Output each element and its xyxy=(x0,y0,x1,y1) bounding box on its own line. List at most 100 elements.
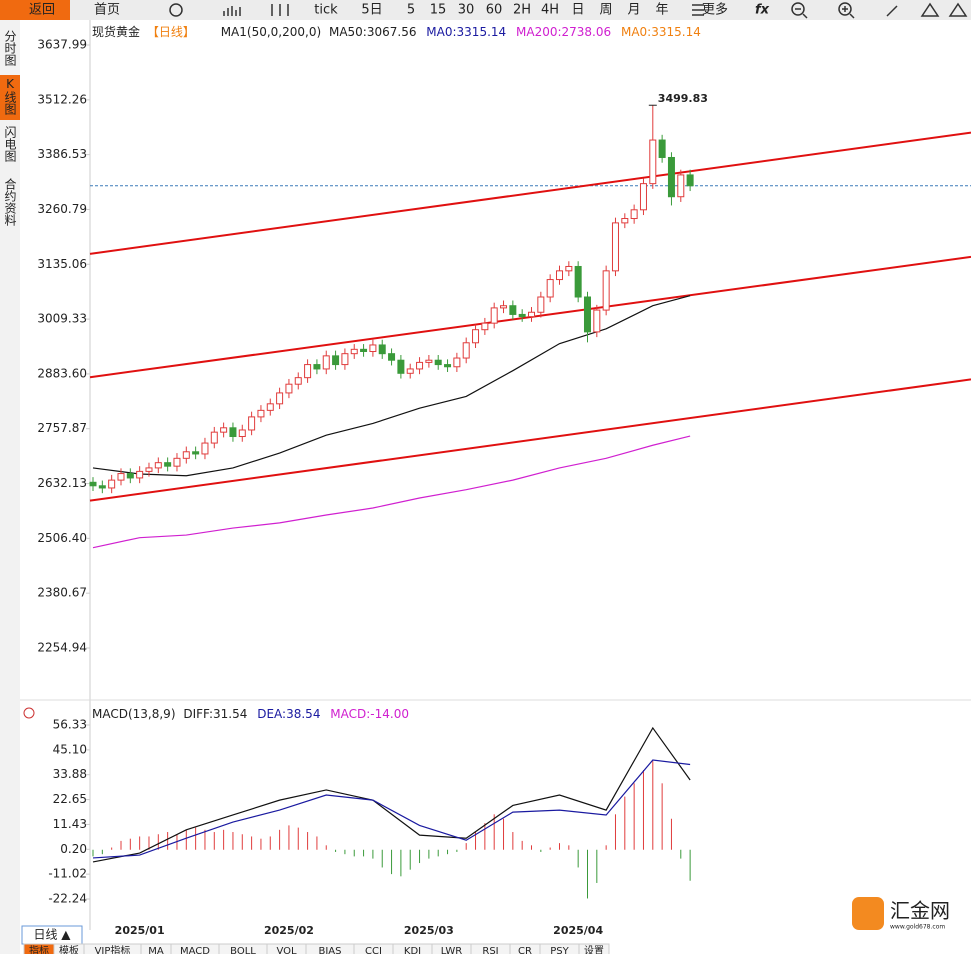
toolbar-item[interactable]: 5日 xyxy=(361,3,382,18)
logo-url: www.gold678.com xyxy=(890,924,945,931)
x-label: 2025/03 xyxy=(404,924,454,937)
candle-body xyxy=(425,359,433,363)
logo-name: 汇金网 xyxy=(890,899,950,923)
diff: DIFF:31.54 xyxy=(183,707,247,721)
tab[interactable] xyxy=(578,943,610,954)
toolbar-item[interactable]: tick xyxy=(314,3,338,18)
toolbar-item[interactable]: 周 xyxy=(599,3,612,18)
tab-label[interactable]: RSI xyxy=(482,946,498,954)
menu-icon[interactable] xyxy=(692,4,704,16)
toolbar-item[interactable]: 4H xyxy=(541,3,559,18)
tab-label[interactable]: MA xyxy=(148,946,164,954)
sidebar-tab[interactable]: K线图 xyxy=(3,77,17,115)
x-label: 2025/01 xyxy=(115,924,165,937)
tab-label[interactable]: KDJ xyxy=(404,946,421,954)
candle-body xyxy=(154,462,162,469)
tab-label[interactable]: 设置 xyxy=(584,945,604,954)
candle-body xyxy=(229,427,237,438)
tab-label[interactable]: CR xyxy=(518,946,532,954)
ma200: MA200:2738.06 xyxy=(516,25,611,39)
period: 【日线】 xyxy=(147,25,195,39)
candle-body xyxy=(490,307,498,324)
toolbar-item[interactable]: 30 xyxy=(458,3,475,18)
y-tick-label: 2632.13 xyxy=(37,476,87,490)
candle-body xyxy=(518,313,526,318)
candle-body xyxy=(397,359,405,374)
macd-legend: MACD(13,8,9) DIFF:31.54 DEA:38.54 MACD:-… xyxy=(92,707,409,721)
y-tick-label: 2380.67 xyxy=(37,586,87,600)
tab-label[interactable]: 模板 xyxy=(59,944,79,954)
toolbar-item[interactable]: 年 xyxy=(655,3,668,18)
candle-body xyxy=(192,451,200,455)
back-button[interactable] xyxy=(0,0,70,20)
toolbar-item[interactable]: 15 xyxy=(430,3,447,18)
macd-tick-label: 33.88 xyxy=(53,767,87,781)
sidebar-tab[interactable]: 合约资料 xyxy=(3,177,17,226)
candle-body xyxy=(481,322,489,331)
toolbar-item[interactable]: 5 xyxy=(407,3,415,18)
candle-body xyxy=(583,296,591,333)
triangle-icon[interactable] xyxy=(920,2,940,17)
tab-label[interactable]: VOL xyxy=(276,946,297,954)
macd-tick-label: 11.43 xyxy=(53,817,87,831)
toolbar-item[interactable]: fx xyxy=(755,3,770,18)
tab-label[interactable]: BIAS xyxy=(319,946,342,954)
ma50-line xyxy=(92,295,691,477)
toolbar-item[interactable]: 日 xyxy=(571,3,584,18)
peak-label: 3499.83 xyxy=(658,92,708,105)
ma0: MA0:3315.14 xyxy=(621,25,701,39)
sidebar-tab[interactable]: 闪电图 xyxy=(3,126,17,162)
macd-tick-label: -22.24 xyxy=(48,892,87,906)
zoom-out[interactable] xyxy=(791,2,805,16)
settings-icon[interactable] xyxy=(23,707,35,719)
tab-label[interactable]: VIP指标 xyxy=(95,944,131,954)
macd-tick-label: 22.65 xyxy=(53,792,87,806)
macd-tick-label: -11.02 xyxy=(48,867,87,881)
macd-tick-label: 56.33 xyxy=(53,718,87,732)
tab-label[interactable]: MACD xyxy=(180,946,210,954)
toolbar-item[interactable]: 首页 xyxy=(94,3,120,18)
candle-body xyxy=(238,429,246,438)
toolbar-item[interactable]: 月 xyxy=(627,3,640,18)
x-label: 2025/04 xyxy=(553,924,603,937)
x-label: 2025/02 xyxy=(264,924,314,937)
candle-body xyxy=(434,359,442,366)
period-button-label[interactable]: 日线 ▲ xyxy=(33,928,71,942)
pen-icon[interactable] xyxy=(886,5,898,17)
y-tick-label: 2254.94 xyxy=(37,641,87,655)
candle-body xyxy=(108,479,116,489)
toolbar-item[interactable]: 2H xyxy=(513,3,531,18)
candle-body xyxy=(565,265,573,272)
tab-label[interactable]: CCI xyxy=(365,946,382,954)
macd-tick-label: 0.20 xyxy=(60,842,87,856)
active-tab xyxy=(0,75,20,120)
ma0: MA0:3315.14 xyxy=(426,25,506,39)
tab-label[interactable]: PSY xyxy=(550,946,569,954)
macd-tick-label: 45.10 xyxy=(53,742,87,756)
y-tick-label: 3386.53 xyxy=(37,147,87,161)
bars-icon[interactable] xyxy=(223,6,241,16)
candle-body xyxy=(500,305,508,309)
tab-label[interactable]: 指标 xyxy=(29,944,49,954)
candle-body xyxy=(556,270,563,281)
zoom-in[interactable] xyxy=(838,2,852,16)
toolbar xyxy=(0,0,971,20)
toolbar-item[interactable]: 返回 xyxy=(29,3,55,18)
toolbar-icons xyxy=(169,2,968,19)
y-tick-label: 3009.33 xyxy=(37,312,87,326)
toolbar-item[interactable]: 更多 xyxy=(702,2,728,18)
sidebar-tab[interactable]: 分时图 xyxy=(3,30,17,66)
candle-body xyxy=(378,344,386,355)
toolbar-item[interactable]: 60 xyxy=(486,3,503,18)
tab-label[interactable]: BOLL xyxy=(230,946,256,954)
tab-label[interactable]: LWR xyxy=(441,946,463,954)
candle-body xyxy=(509,305,517,315)
y-tick-label: 3135.06 xyxy=(37,257,87,271)
refresh-icon[interactable] xyxy=(169,3,183,17)
y-tick-label: 2506.40 xyxy=(37,531,87,545)
candle-icon[interactable] xyxy=(271,4,289,16)
candle-body xyxy=(388,353,396,361)
triangle-icon[interactable] xyxy=(948,2,968,17)
y-tick-label: 3637.99 xyxy=(37,38,87,52)
